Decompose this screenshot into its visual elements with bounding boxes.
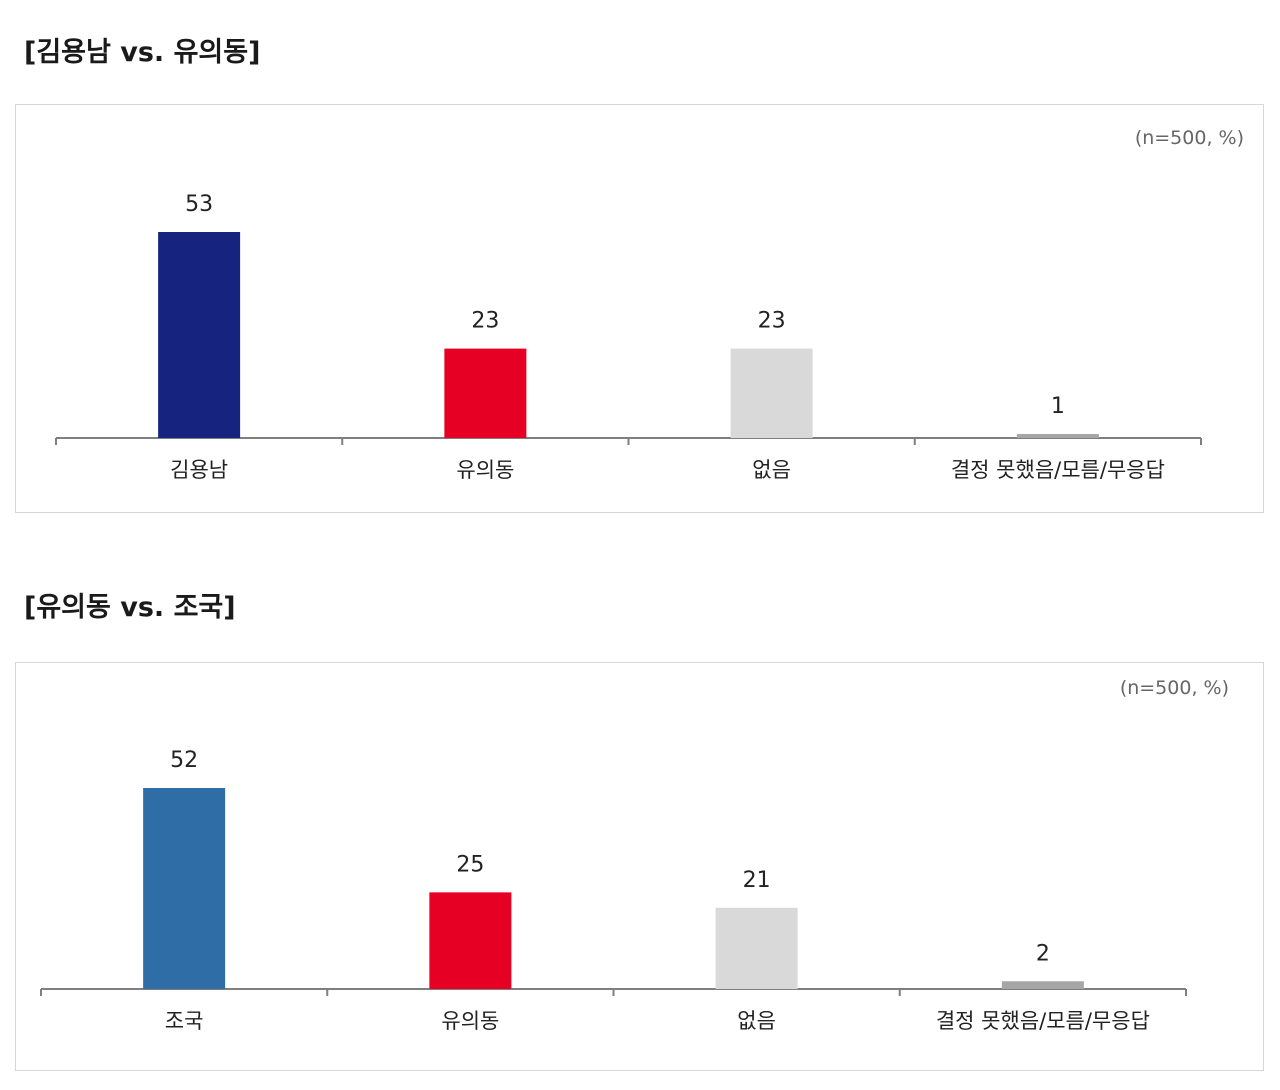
category-label-2: 유의동 [456, 458, 514, 482]
bar-3 [730, 348, 813, 438]
bar-4 [1016, 434, 1099, 438]
chart-2-svg: (n=500, %) 52 조국 25 유의동 21 없음 2 결정 못했음/모름/무응답 [40, 677, 1229, 1033]
bar-2 [429, 892, 512, 989]
bar-2 [444, 348, 527, 438]
category-label-1: 조국 [165, 1009, 204, 1033]
category-label-4: 결정 못했음/모름/무응답 [936, 1009, 1150, 1033]
bar-4 [1001, 981, 1084, 989]
data-label-3: 23 [758, 309, 786, 334]
category-label-1: 김용남 [170, 458, 228, 482]
category-label-3: 없음 [737, 1009, 776, 1033]
data-label-3: 21 [743, 868, 771, 893]
chart-1-unit-note: (n=500, %) [1135, 127, 1244, 149]
chart-1-title: [김용남 vs. 유의동] [24, 37, 261, 68]
category-label-2: 유의동 [441, 1009, 499, 1033]
bar-1 [143, 788, 226, 989]
chart-2-panel: (n=500, %) 52 조국 25 유의동 21 없음 2 결정 못했음/모름/무응답 [15, 662, 1264, 1071]
bar-1 [158, 232, 241, 438]
chart-1-svg: (n=500, %) 53 김용남 23 유의동 23 없음 1 결정 못했음/모름/무응답 [55, 127, 1244, 482]
chart-1-panel: (n=500, %) 53 김용남 23 유의동 23 없음 1 결정 못했음/모름/무응답 [15, 104, 1264, 513]
chart-2-unit-note: (n=500, %) [1120, 677, 1229, 699]
data-label-4: 1 [1051, 394, 1065, 419]
bar-3 [715, 907, 798, 989]
data-label-1: 53 [185, 192, 213, 217]
category-label-4: 결정 못했음/모름/무응답 [951, 458, 1165, 482]
data-label-1: 52 [170, 748, 198, 773]
data-label-2: 25 [456, 852, 484, 877]
chart-2-title: [유의동 vs. 조국] [24, 592, 236, 623]
data-label-4: 2 [1036, 941, 1050, 966]
data-label-2: 23 [471, 309, 499, 334]
category-label-3: 없음 [752, 458, 791, 482]
